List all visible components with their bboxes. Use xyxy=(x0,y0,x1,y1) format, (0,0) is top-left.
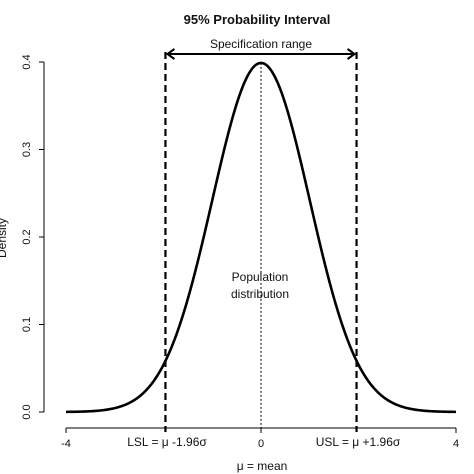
chart-title: 95% Probability Interval xyxy=(184,12,331,27)
y-tick-label: 0.1 xyxy=(21,317,33,332)
usl-label: USL = μ +1.96σ xyxy=(316,435,401,449)
x-tick-label: -4 xyxy=(61,438,71,450)
x-tick-label: 4 xyxy=(453,438,459,450)
population-label-line2: distribution xyxy=(231,287,289,301)
axes xyxy=(43,62,456,429)
spec-range-label: Specification range xyxy=(210,37,312,51)
x-axis-label: μ = mean xyxy=(237,459,288,473)
y-axis-label: Density xyxy=(0,218,9,258)
y-tick-label: 0.2 xyxy=(21,229,33,244)
population-label-line1: Population xyxy=(232,270,289,284)
spec-range-arrow xyxy=(165,48,357,60)
ticks: -4 0 4 0.0 0.1 0.2 0.3 0.4 xyxy=(21,54,459,450)
y-tick-label: 0.3 xyxy=(21,142,33,157)
y-tick-label: 0.4 xyxy=(21,54,33,69)
y-tick-label: 0.0 xyxy=(21,404,33,419)
x-tick-label: 0 xyxy=(258,438,264,450)
lsl-label: LSL = μ -1.96σ xyxy=(127,435,207,449)
